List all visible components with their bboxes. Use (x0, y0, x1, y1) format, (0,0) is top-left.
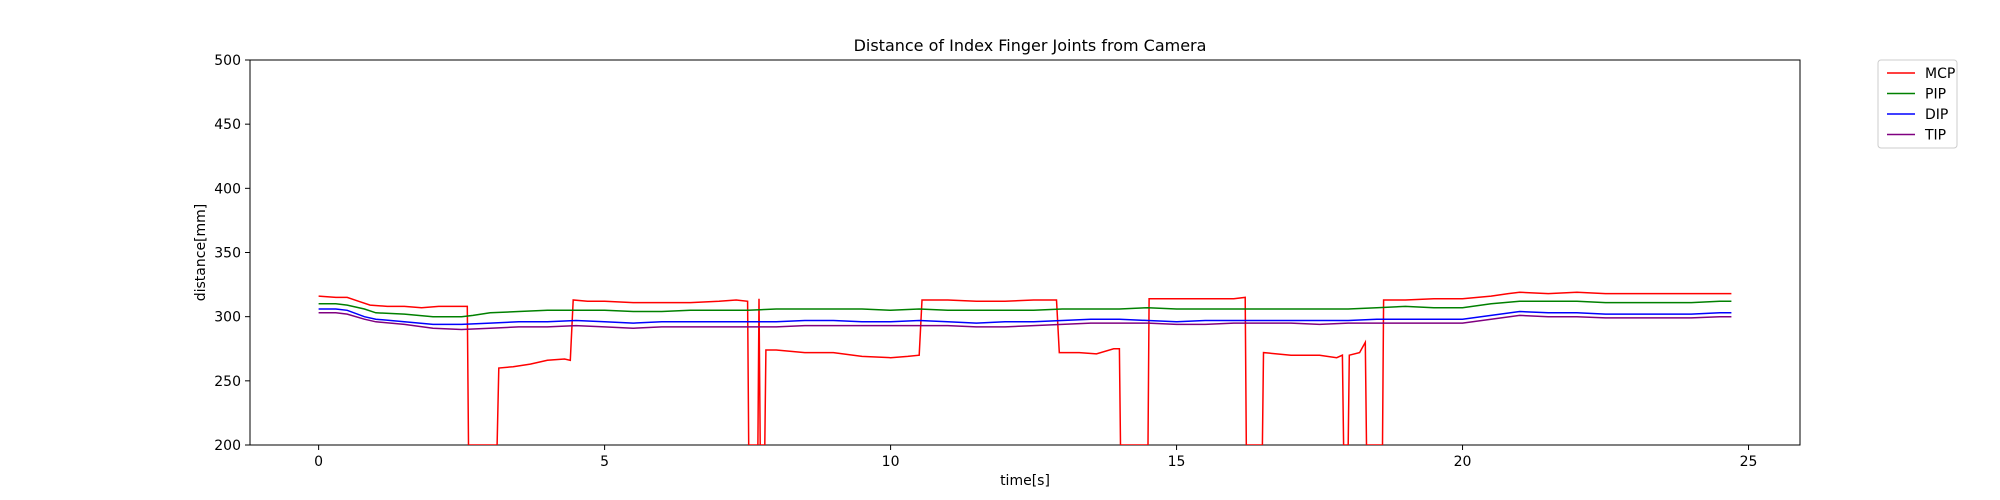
x-tick-label: 25 (1740, 454, 1758, 470)
series-line-pip (318, 300, 1732, 318)
y-axis-label: distance[mm] (193, 204, 209, 302)
x-axis-label: time[s] (1000, 473, 1050, 489)
legend-frame (1877, 59, 1958, 149)
y-tick-label: 500 (214, 53, 241, 69)
x-tick-label: 5 (600, 454, 609, 470)
x-tick-label: 15 (1168, 454, 1186, 470)
legend: MCP PIP DIP TIP (1877, 59, 1958, 149)
x-tick-label: 20 (1454, 454, 1472, 470)
x-tick-label: 10 (882, 454, 900, 470)
y-tick-label: 250 (214, 374, 241, 390)
legend-label-pip: PIP (1925, 87, 1946, 103)
series-line-mcp (318, 291, 1732, 445)
y-tick-label: 200 (214, 438, 241, 454)
series-line-dip (318, 308, 1732, 326)
x-tick-label: 0 (314, 454, 323, 470)
chart-title: Distance of Index Finger Joints from Cam… (854, 36, 1207, 55)
x-axis-ticks: 0 5 10 15 20 25 (314, 445, 1757, 470)
y-tick-label: 300 (214, 310, 241, 326)
legend-label-dip: DIP (1925, 107, 1948, 123)
y-tick-label: 400 (214, 181, 241, 197)
series-line-tip (318, 312, 1732, 331)
legend-label-tip: TIP (1924, 128, 1946, 144)
y-tick-label: 450 (214, 117, 241, 133)
y-tick-label: 350 (214, 246, 241, 262)
legend-label-mcp: MCP (1925, 66, 1955, 82)
series-layer (318, 291, 1732, 445)
y-axis-ticks: 200 250 300 350 400 450 500 (214, 53, 250, 454)
plot-area-frame (249, 59, 1801, 446)
